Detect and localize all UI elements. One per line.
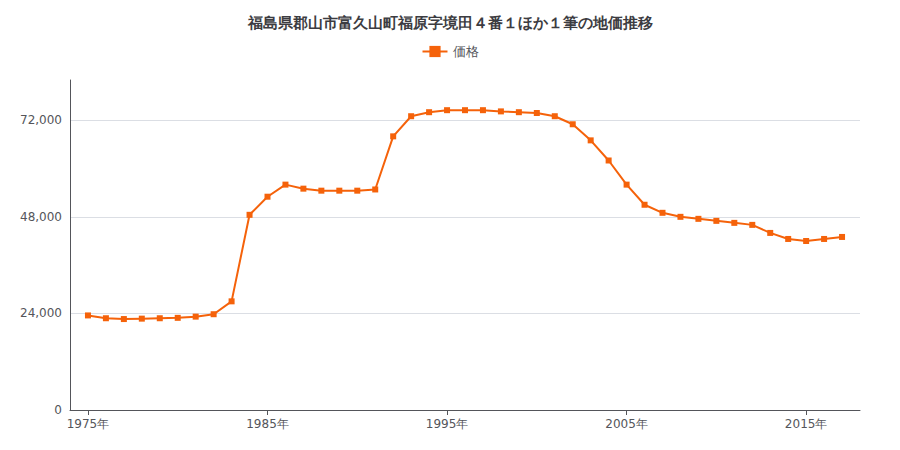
svg-text:48,000: 48,000: [20, 210, 62, 224]
svg-text:72,000: 72,000: [20, 113, 62, 127]
svg-text:1985年: 1985年: [246, 417, 289, 431]
svg-text:0: 0: [54, 403, 62, 417]
svg-text:価格: 価格: [453, 44, 479, 59]
svg-text:24,000: 24,000: [20, 306, 62, 320]
svg-text:福島県郡山市富久山町福原字境田４番１ほか１筆の地価推移: 福島県郡山市富久山町福原字境田４番１ほか１筆の地価推移: [247, 14, 653, 32]
svg-text:1975年: 1975年: [67, 417, 110, 431]
svg-text:2005年: 2005年: [605, 417, 648, 431]
svg-text:2015年: 2015年: [785, 417, 828, 431]
svg-text:1995年: 1995年: [426, 417, 469, 431]
